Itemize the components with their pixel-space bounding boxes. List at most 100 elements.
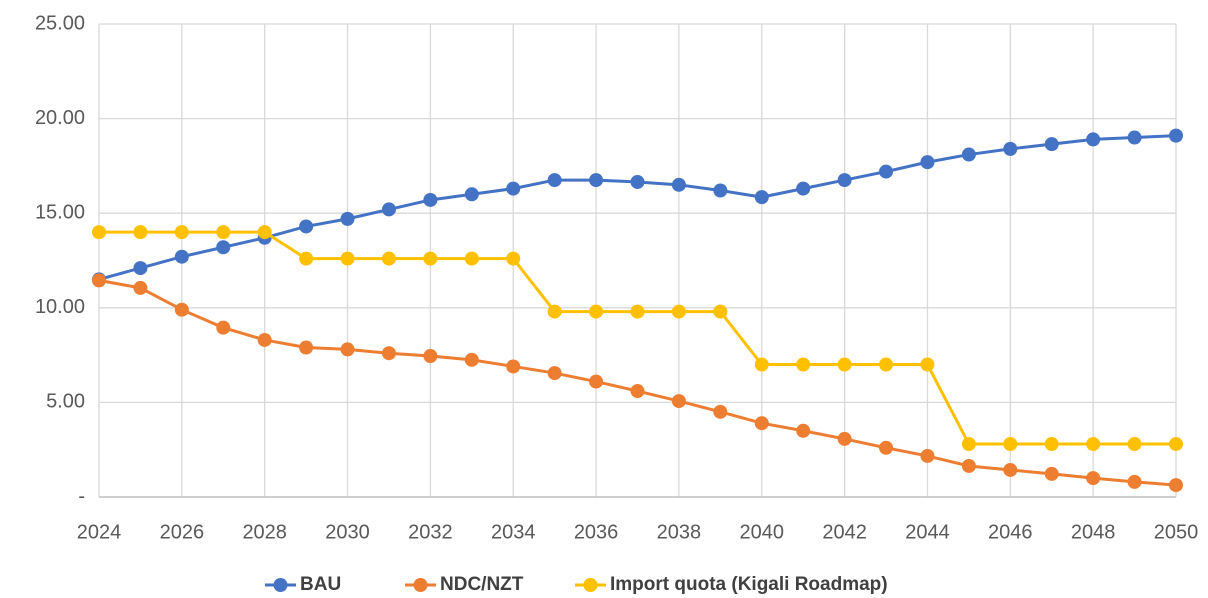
marker — [1086, 471, 1101, 486]
x-tick-label: 2042 — [822, 521, 867, 543]
marker — [423, 192, 438, 207]
marker — [589, 304, 604, 319]
legend-label: NDC/NZT — [440, 574, 524, 595]
marker — [671, 394, 686, 409]
marker — [299, 340, 314, 355]
marker — [257, 332, 272, 347]
x-tick-label: 2046 — [988, 521, 1033, 543]
x-tick-label: 2034 — [491, 521, 536, 543]
marker — [257, 225, 272, 240]
legend-label: BAU — [300, 574, 341, 595]
marker — [174, 302, 189, 317]
marker — [879, 164, 894, 179]
marker — [589, 374, 604, 389]
marker — [1044, 466, 1059, 481]
marker — [133, 225, 148, 240]
marker — [216, 240, 231, 255]
marker — [547, 173, 562, 188]
marker — [1127, 437, 1142, 452]
marker — [340, 251, 355, 266]
marker — [1086, 437, 1101, 452]
marker — [381, 346, 396, 361]
marker — [216, 225, 231, 240]
marker — [340, 342, 355, 357]
marker — [174, 225, 189, 240]
marker — [133, 261, 148, 276]
x-tick-label: 2028 — [242, 521, 287, 543]
marker — [174, 249, 189, 264]
marker — [1003, 437, 1018, 452]
marker — [464, 187, 479, 202]
x-tick-label: 2036 — [574, 521, 619, 543]
marker — [1169, 437, 1183, 452]
marker — [713, 304, 728, 319]
x-tick-label: 2048 — [1071, 521, 1116, 543]
marker — [464, 352, 479, 367]
marker — [381, 202, 396, 217]
marker — [299, 219, 314, 234]
y-tick-label: 20.00 — [35, 107, 85, 129]
x-tick-label: 2024 — [77, 521, 122, 543]
marker — [713, 404, 728, 419]
x-tick-label: 2030 — [325, 521, 370, 543]
marker — [464, 251, 479, 266]
marker — [92, 273, 106, 288]
marker — [961, 437, 976, 452]
marker — [837, 357, 852, 372]
marker — [381, 251, 396, 266]
marker — [630, 384, 645, 399]
legend-marker — [273, 578, 288, 592]
marker — [671, 177, 686, 192]
marker — [754, 416, 769, 431]
marker — [713, 183, 728, 198]
marker — [920, 357, 935, 372]
y-tick-label: 10.00 — [35, 296, 85, 318]
marker — [216, 320, 231, 335]
marker — [796, 423, 811, 438]
marker — [879, 357, 894, 372]
x-tick-label: 2026 — [160, 521, 205, 543]
marker — [920, 155, 935, 170]
marker — [796, 181, 811, 196]
y-tick-label: - — [78, 485, 85, 507]
marker — [1127, 130, 1142, 145]
marker — [547, 366, 562, 381]
marker — [961, 458, 976, 473]
marker — [589, 173, 604, 188]
marker — [506, 359, 521, 374]
marker — [754, 357, 769, 372]
x-tick-label: 2038 — [657, 521, 702, 543]
series-line — [98, 134, 1177, 281]
legend-marker — [583, 578, 598, 592]
marker — [92, 225, 106, 240]
marker — [1127, 474, 1142, 489]
marker — [506, 181, 521, 196]
marker — [837, 173, 852, 188]
legend-label: Import quota (Kigali Roadmap) — [610, 574, 888, 595]
marker — [1044, 137, 1059, 152]
marker — [671, 304, 686, 319]
y-tick-label: 15.00 — [35, 201, 85, 223]
legend-marker — [413, 578, 428, 592]
marker — [423, 349, 438, 364]
y-tick-label: 5.00 — [46, 391, 85, 413]
marker — [879, 440, 894, 455]
marker — [133, 280, 148, 295]
marker — [754, 190, 769, 205]
y-tick-label: 25.00 — [35, 12, 85, 34]
marker — [1169, 128, 1183, 143]
marker — [1003, 462, 1018, 477]
marker — [423, 251, 438, 266]
marker — [340, 211, 355, 226]
marker — [1169, 478, 1183, 493]
marker — [837, 431, 852, 446]
x-tick-label: 2050 — [1154, 521, 1199, 543]
marker — [506, 251, 521, 266]
marker — [1003, 141, 1018, 156]
marker — [1044, 437, 1059, 452]
x-tick-label: 2040 — [740, 521, 785, 543]
marker — [1086, 132, 1101, 147]
x-tick-label: 2032 — [408, 521, 453, 543]
x-tick-label: 2044 — [905, 521, 950, 543]
